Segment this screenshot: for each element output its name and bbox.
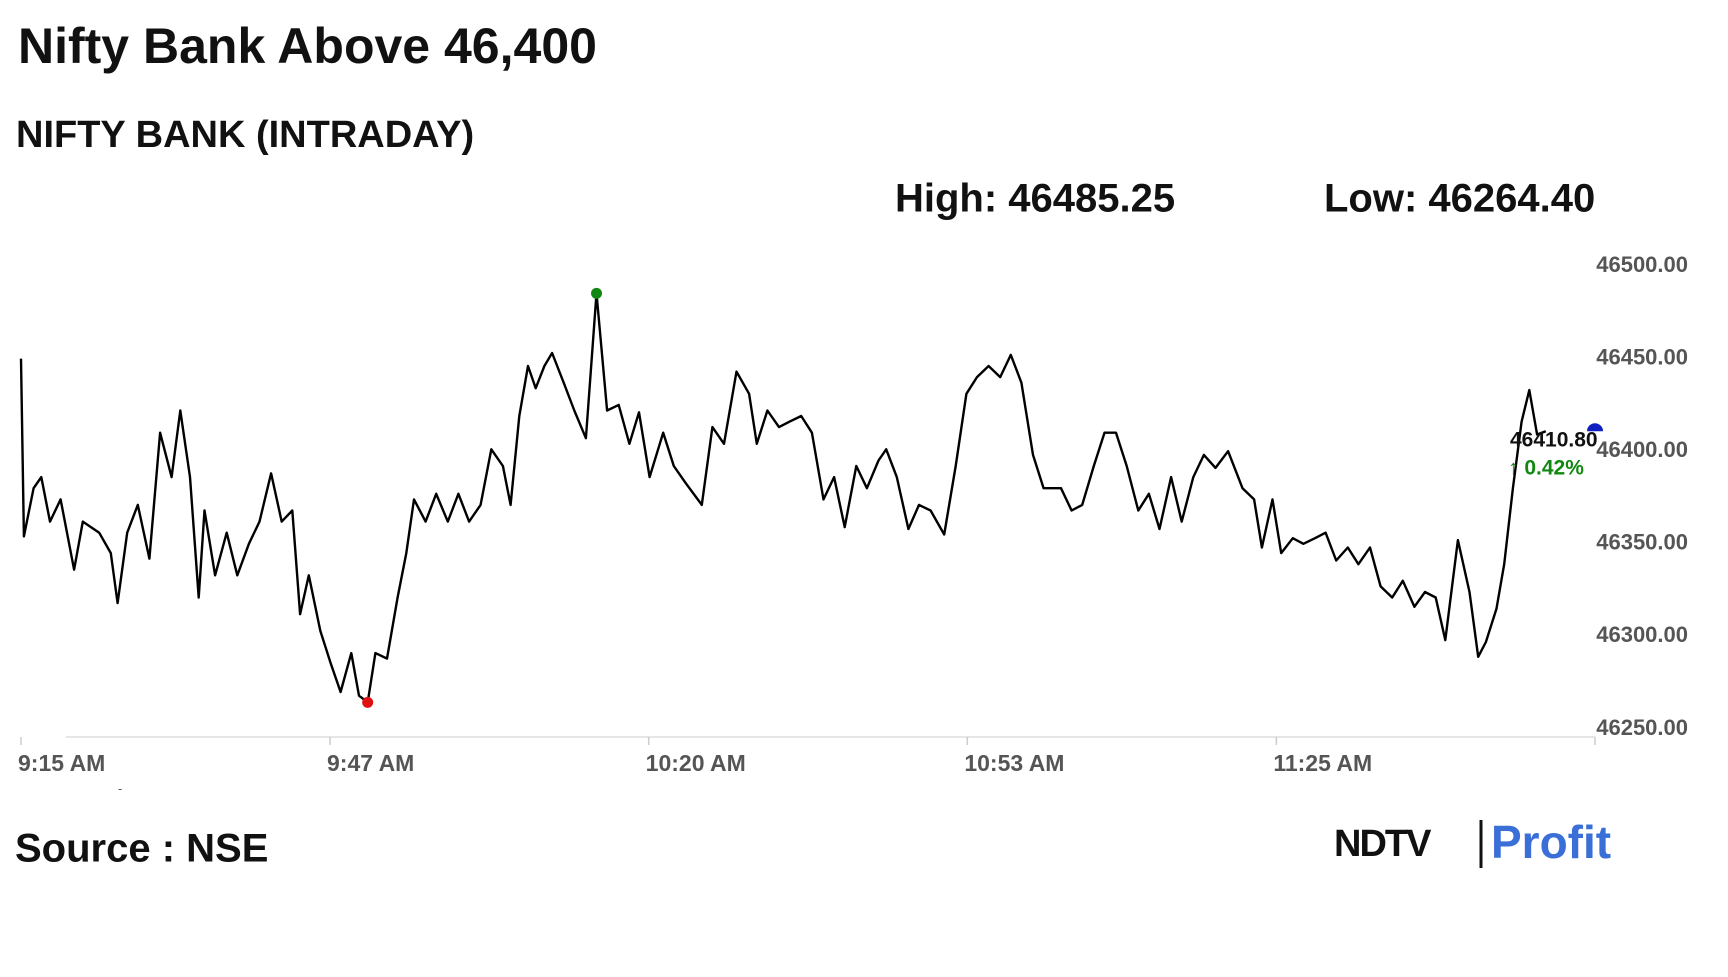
y-tick-label: 46250.00 <box>1596 715 1688 740</box>
logo-ndtv: NDTV <box>1334 823 1432 865</box>
high-label: High: 46485.25 <box>895 177 1175 221</box>
x-tick-label: 10:20 AM <box>646 750 746 776</box>
high-marker <box>591 287 603 299</box>
x-tick-label: 9:15 AM <box>18 750 105 776</box>
y-tick-label: 46500.00 <box>1596 252 1688 277</box>
plot-area: Prev Close : 46218.00 <box>44 785 279 811</box>
logo: NDTV Profit <box>1334 816 1611 868</box>
source: Source : NSE <box>15 827 268 871</box>
x-tick-label: 9:47 AM <box>327 750 414 776</box>
change-label: ↑ 0.42% <box>1508 457 1584 480</box>
prev-close-label: Prev Close : 46218.00 <box>44 785 279 811</box>
y-tick-label: 46450.00 <box>1596 344 1688 369</box>
y-tick-label: 46400.00 <box>1596 437 1688 462</box>
chart-title: Nifty Bank Above 46,400 <box>18 18 597 74</box>
logo-profit: Profit <box>1491 816 1611 868</box>
x-tick-label: 11:25 AM <box>1273 750 1372 776</box>
low-label: Low: 46264.40 <box>1324 177 1595 221</box>
last-value-label: 46410.80 <box>1510 429 1598 452</box>
y-tick-label: 46350.00 <box>1596 530 1688 555</box>
y-tick-label: 46300.00 <box>1596 622 1688 647</box>
low-marker <box>362 696 374 708</box>
price-line <box>19 292 1547 704</box>
chart-subtitle: NIFTY BANK (INTRADAY) <box>16 114 474 156</box>
x-tick-label: 10:53 AM <box>964 750 1064 776</box>
current-marker <box>1587 423 1603 432</box>
